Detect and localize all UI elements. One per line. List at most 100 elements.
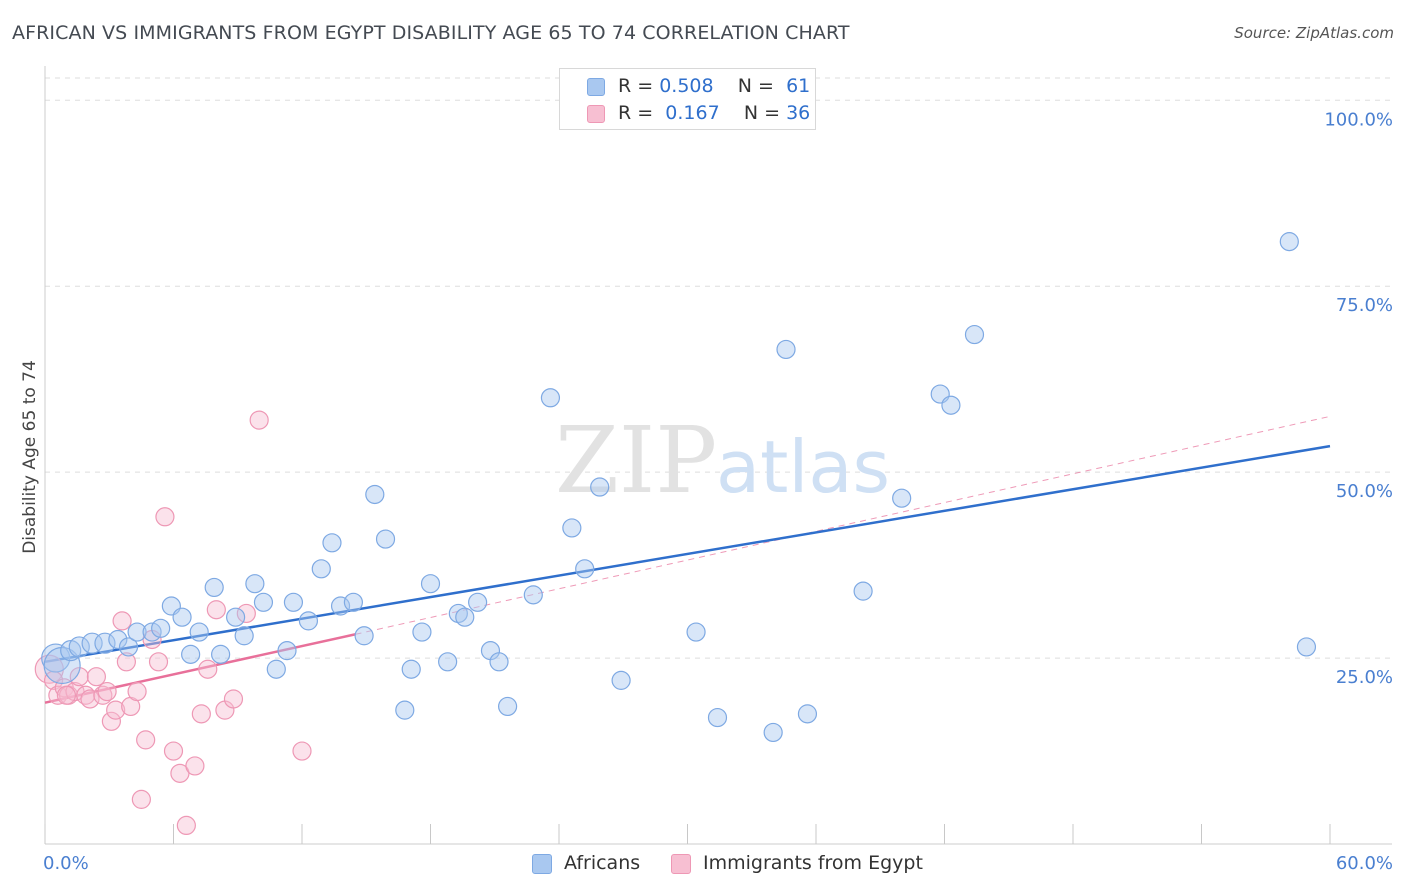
data-point [330, 596, 351, 616]
trend-line-africans [44, 444, 1331, 664]
data-point [401, 659, 421, 679]
data-point [127, 622, 147, 642]
data-point [797, 704, 818, 724]
data-point [236, 603, 256, 624]
data-point [56, 685, 77, 705]
stats-legend: R = 0.508 N = 61 R = 0.167 N = 36 [559, 68, 816, 130]
data-point [540, 388, 561, 408]
data-point [155, 507, 175, 527]
data-point [365, 484, 385, 505]
legend-swatch-egypt [587, 105, 605, 123]
data-point [523, 585, 543, 605]
chart-title: AFRICAN VS IMMIGRANTS FROM EGYPT DISABIL… [12, 22, 850, 44]
axes [44, 66, 1392, 845]
data-point [322, 533, 342, 553]
data-point [116, 652, 136, 672]
data-point [181, 644, 201, 664]
data-point [468, 592, 488, 612]
data-point [311, 559, 331, 579]
data-point [163, 741, 184, 761]
data-point [94, 632, 116, 654]
data-point [776, 339, 796, 360]
data-point [97, 681, 117, 702]
data-point [80, 689, 100, 709]
y-tick-label: 50.0% [1336, 481, 1393, 502]
stats-legend-row-egypt: R = 0.167 N = 36 [560, 101, 815, 127]
legend-swatch-africans [587, 78, 605, 96]
data-point [204, 577, 224, 598]
data-point [172, 607, 192, 627]
data-point [223, 689, 244, 709]
data-point [686, 622, 706, 642]
legend-r-label: R = [618, 102, 654, 124]
stats-legend-row-africans: R = 0.508 N = 61 [560, 74, 815, 100]
data-point [69, 667, 89, 687]
data-point [1279, 232, 1299, 252]
data-point [118, 637, 139, 657]
data-point [86, 667, 107, 687]
trend-line-egypt-extension [355, 415, 1331, 635]
data-point [108, 629, 128, 650]
data-point [191, 704, 211, 724]
legend-n-label: N = [743, 102, 781, 124]
legend-swatch-africans [532, 854, 552, 874]
data-point [43, 646, 81, 685]
data-point [941, 395, 961, 415]
grid-lines [45, 77, 1392, 659]
source-label: Source: ZipAtlas.com [1234, 24, 1394, 42]
data-point [590, 477, 610, 497]
data-point [226, 607, 246, 627]
data-point [707, 707, 728, 728]
data-point [611, 670, 631, 690]
data-point [185, 756, 205, 776]
legend-n-value: 36 [786, 102, 811, 124]
data-point [131, 789, 151, 809]
data-point [127, 681, 147, 702]
trend-lines [44, 415, 1331, 704]
data-point [176, 815, 196, 836]
data-point [853, 581, 873, 601]
legend-label-africans: Africans [564, 852, 641, 874]
data-point [343, 592, 363, 612]
y-tick-label: 25.0% [1336, 667, 1393, 688]
data-point [206, 600, 226, 620]
points-africans [41, 232, 1317, 743]
data-point [266, 659, 286, 679]
legend-label-egypt: Immigrants from Egypt [703, 852, 923, 874]
tick-labels: 100.0% 75.0% 50.0% 25.0% 0.0% 60.0% [43, 109, 1393, 874]
data-point [151, 618, 171, 638]
x-tick-label: 0.0% [43, 853, 89, 874]
data-point [211, 644, 231, 664]
legend-swatch-egypt [671, 854, 691, 874]
data-point [112, 611, 132, 631]
data-point [277, 641, 297, 661]
data-point [395, 700, 415, 720]
data-point [249, 410, 269, 430]
data-point [234, 626, 254, 646]
data-point [253, 592, 274, 612]
data-point [420, 574, 441, 594]
watermark-atlas: atlas [716, 425, 890, 509]
legend-r-label: R = [618, 75, 654, 97]
data-point [41, 643, 71, 673]
data-point [964, 324, 985, 345]
x-tick-label: 60.0% [1336, 853, 1393, 874]
data-point [438, 652, 458, 672]
data-point [283, 592, 304, 612]
data-point [575, 559, 595, 579]
data-point [60, 640, 82, 662]
y-axis-label: Disability Age 65 to 74 [20, 360, 40, 554]
data-point [68, 636, 90, 658]
data-point [354, 626, 374, 646]
points-immigrants-from-egypt [34, 410, 312, 836]
data-point [562, 518, 582, 538]
data-point [81, 632, 103, 654]
legend-n-label: N = [737, 75, 774, 97]
data-point [498, 696, 518, 717]
data-point [892, 488, 912, 508]
data-point [136, 730, 156, 750]
data-point [298, 611, 319, 631]
data-point [455, 607, 475, 627]
data-point [1296, 637, 1317, 657]
data-point [245, 574, 265, 594]
